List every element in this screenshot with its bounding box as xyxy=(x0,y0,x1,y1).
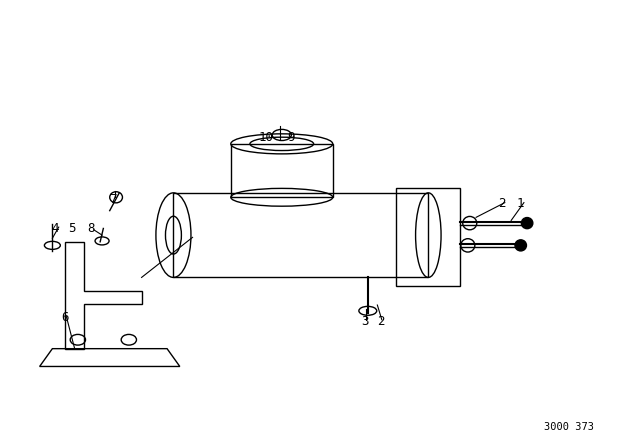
Text: 6: 6 xyxy=(61,311,69,324)
Text: 3: 3 xyxy=(361,315,369,328)
Text: 3000 373: 3000 373 xyxy=(543,422,593,431)
Text: 7: 7 xyxy=(109,193,116,206)
Ellipse shape xyxy=(515,240,527,251)
Text: 1: 1 xyxy=(517,198,524,211)
Text: 10: 10 xyxy=(259,131,273,144)
Text: 4: 4 xyxy=(52,222,60,235)
Text: 9: 9 xyxy=(287,131,295,144)
Text: 5: 5 xyxy=(68,222,76,235)
Text: 2: 2 xyxy=(377,315,384,328)
Ellipse shape xyxy=(522,218,533,228)
Text: 8: 8 xyxy=(87,222,94,235)
Text: 2: 2 xyxy=(498,198,506,211)
